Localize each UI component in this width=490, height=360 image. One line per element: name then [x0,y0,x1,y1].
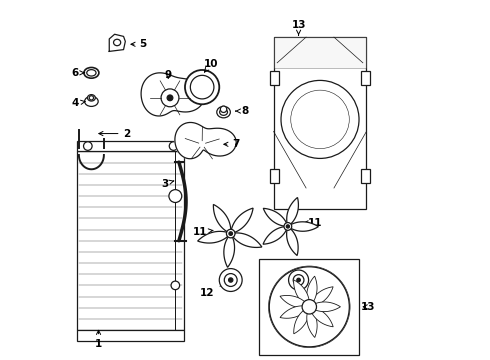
Polygon shape [224,237,235,267]
FancyBboxPatch shape [270,168,279,183]
Ellipse shape [220,109,227,115]
Circle shape [169,142,178,150]
FancyBboxPatch shape [270,71,279,85]
FancyBboxPatch shape [361,168,370,183]
Text: 12: 12 [307,275,322,285]
Ellipse shape [84,67,99,78]
Polygon shape [294,280,309,305]
Circle shape [284,222,292,230]
Polygon shape [231,208,253,232]
FancyBboxPatch shape [259,258,359,355]
Circle shape [291,90,349,149]
Circle shape [229,232,232,235]
FancyBboxPatch shape [77,330,184,341]
Text: 7: 7 [224,139,240,149]
Polygon shape [280,296,307,308]
Text: 5: 5 [131,39,147,49]
Text: 11: 11 [304,218,322,228]
Circle shape [228,278,233,282]
Circle shape [286,225,290,228]
Text: 6: 6 [72,68,85,78]
Text: 4: 4 [72,98,85,108]
Polygon shape [311,307,333,327]
Polygon shape [233,233,262,247]
FancyBboxPatch shape [77,152,184,330]
Ellipse shape [217,107,230,118]
Ellipse shape [114,39,121,46]
Polygon shape [307,310,317,337]
Circle shape [89,96,94,100]
Polygon shape [287,229,298,256]
Circle shape [281,80,359,158]
Polygon shape [313,302,341,312]
Circle shape [167,95,173,101]
Circle shape [171,281,180,290]
FancyBboxPatch shape [77,141,184,152]
Circle shape [305,303,313,311]
Circle shape [297,278,300,282]
Text: 9: 9 [165,69,172,80]
Circle shape [161,89,179,107]
Polygon shape [263,208,287,226]
FancyBboxPatch shape [273,37,367,208]
Circle shape [220,106,227,112]
Circle shape [220,269,242,292]
Polygon shape [197,231,228,243]
Circle shape [185,70,220,104]
Circle shape [190,75,214,99]
Text: 10: 10 [204,59,219,72]
Polygon shape [175,122,236,159]
Polygon shape [294,309,309,334]
Polygon shape [280,306,307,318]
Text: 1: 1 [95,330,102,349]
FancyBboxPatch shape [361,71,370,85]
Polygon shape [307,276,317,304]
Circle shape [224,274,237,287]
Circle shape [226,229,235,238]
Circle shape [289,270,309,290]
Ellipse shape [88,95,96,101]
Circle shape [302,300,317,314]
Polygon shape [311,287,333,306]
Ellipse shape [87,69,96,76]
Text: 8: 8 [236,106,248,116]
Ellipse shape [85,96,98,107]
Text: 13: 13 [292,19,306,35]
Text: 13: 13 [361,302,375,312]
Circle shape [270,267,349,347]
Circle shape [308,305,311,309]
Text: 11: 11 [193,227,213,237]
Text: 2: 2 [99,129,131,139]
Polygon shape [291,222,318,231]
Polygon shape [263,227,286,244]
Polygon shape [287,197,298,224]
Circle shape [83,142,92,150]
FancyBboxPatch shape [273,37,367,68]
Polygon shape [141,73,204,116]
Circle shape [169,190,182,203]
Polygon shape [213,204,231,231]
Text: 3: 3 [161,179,174,189]
Text: 12: 12 [200,284,225,297]
Circle shape [293,275,304,285]
